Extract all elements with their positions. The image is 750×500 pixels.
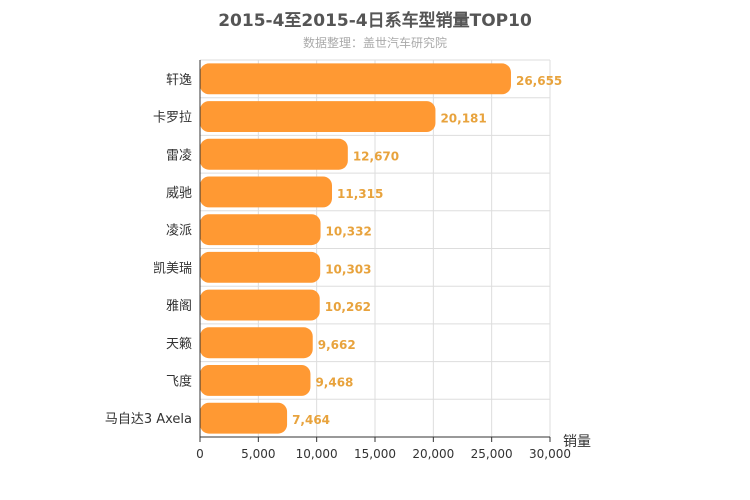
category-label: 凯美瑞 <box>153 261 192 276</box>
value-label: 10,332 <box>326 225 372 239</box>
bar-3 <box>200 138 348 170</box>
bar-7 <box>200 289 320 321</box>
grid-lines <box>200 59 551 438</box>
category-label: 飞度 <box>166 373 192 389</box>
value-label: 11,315 <box>337 187 383 201</box>
x-tick-label: 20,000 <box>412 447 454 461</box>
category-label: 马自达3 Axela <box>105 412 192 427</box>
value-label: 9,468 <box>315 375 353 389</box>
bar-10 <box>200 402 288 434</box>
category-label: 威驰 <box>166 186 192 201</box>
x-axis-title: 销量 <box>563 434 591 450</box>
x-tick-label: 30,000 <box>529 447 571 461</box>
bars: 26,655 20,181 12,670 11,315 10,332 10,303 10,2… <box>200 63 562 434</box>
category-label: 雅阁 <box>166 299 192 314</box>
category-label: 轩逸 <box>166 73 192 88</box>
bar-8 <box>200 327 313 359</box>
bar-5 <box>200 214 321 246</box>
value-label: 10,262 <box>325 300 371 314</box>
category-label: 天籁 <box>166 337 192 352</box>
chart-subtitle: 数据整理：盖世汽车研究院 <box>302 36 447 50</box>
bar-6 <box>200 251 321 283</box>
value-label: 9,662 <box>318 338 356 352</box>
x-tick-label: 10,000 <box>296 447 338 461</box>
x-tick-label: 25,000 <box>471 447 513 461</box>
bar-9 <box>200 364 311 396</box>
category-label: 卡罗拉 <box>153 111 192 126</box>
bar-1 <box>200 63 511 95</box>
value-label: 12,670 <box>353 149 399 163</box>
x-tick-label: 0 <box>196 447 204 461</box>
chart-title: 2015-4至2015-4日系车型销量TOP10 <box>218 11 532 31</box>
value-label: 10,303 <box>325 262 371 276</box>
value-label: 26,655 <box>516 74 562 88</box>
bar-2 <box>200 101 436 133</box>
value-label: 20,181 <box>440 112 486 126</box>
x-tick-label: 5,000 <box>241 447 275 461</box>
category-label: 凌派 <box>166 224 192 239</box>
x-tick-label: 15,000 <box>354 447 396 461</box>
category-label: 雷凌 <box>166 148 192 163</box>
bar-4 <box>200 176 333 208</box>
value-label: 7,464 <box>292 413 330 427</box>
